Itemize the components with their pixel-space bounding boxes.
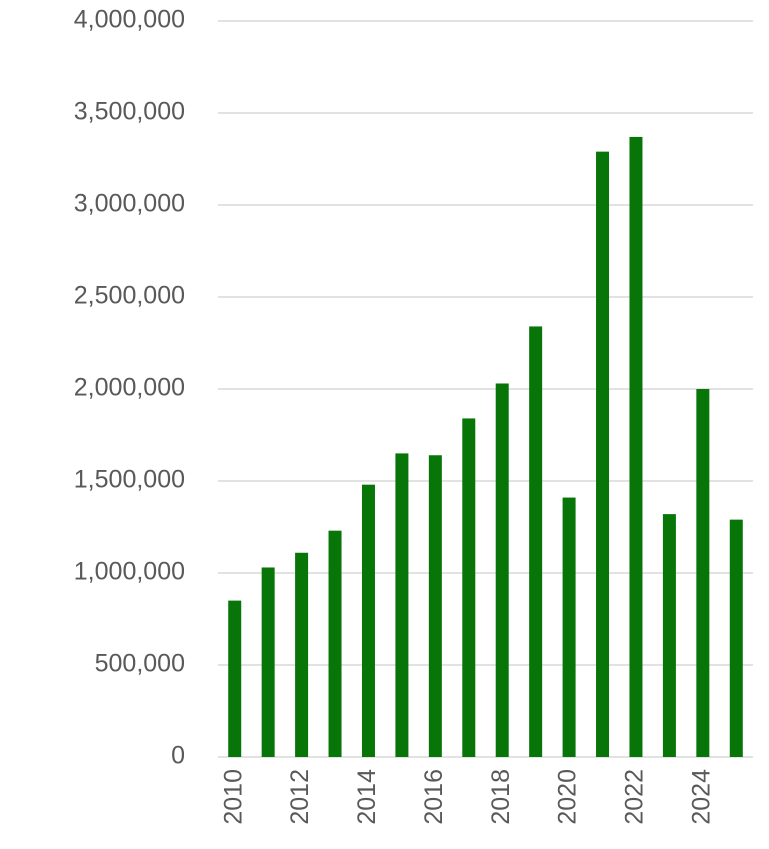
- bar: [228, 600, 242, 757]
- y-tick-label: 1,500,000: [74, 466, 185, 494]
- bar: [395, 453, 409, 757]
- x-tick-label: 2010: [219, 769, 247, 825]
- bar: [328, 530, 342, 757]
- y-tick-label: 0: [171, 742, 185, 770]
- bar: [629, 136, 643, 758]
- y-tick-label: 500,000: [95, 650, 185, 678]
- y-tick-label: 4,000,000: [74, 6, 185, 34]
- x-tick-label: 2014: [353, 769, 381, 825]
- bar: [562, 497, 576, 757]
- x-tick-label: 2020: [554, 769, 582, 825]
- x-tick-label: 2016: [420, 769, 448, 825]
- bar: [529, 326, 543, 757]
- bar: [729, 519, 743, 757]
- x-tick-label: 2018: [487, 769, 515, 825]
- bar: [361, 484, 375, 757]
- bar: [462, 418, 476, 757]
- bar: [662, 514, 676, 757]
- y-tick-label: 3,000,000: [74, 190, 185, 218]
- y-tick-label: 2,000,000: [74, 374, 185, 402]
- y-tick-label: 1,000,000: [74, 558, 185, 586]
- bar: [495, 383, 509, 757]
- bar: [428, 455, 442, 757]
- x-tick-label: 2012: [286, 769, 314, 825]
- x-tick-label: 2024: [687, 769, 715, 825]
- bar: [596, 151, 610, 757]
- bar: [295, 552, 309, 757]
- y-tick-label: 3,500,000: [74, 98, 185, 126]
- bar: [261, 567, 275, 757]
- bar: [696, 389, 710, 757]
- y-tick-label: 2,500,000: [74, 282, 185, 310]
- x-tick-label: 2022: [621, 769, 649, 825]
